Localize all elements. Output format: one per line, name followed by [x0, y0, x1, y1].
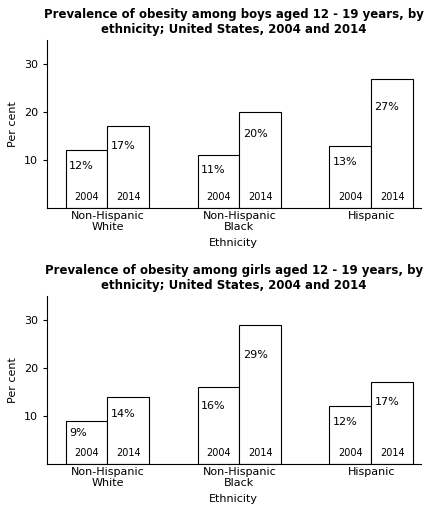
Text: 12%: 12% — [69, 161, 94, 170]
Bar — [198, 387, 239, 464]
Text: 27%: 27% — [375, 102, 399, 112]
Bar — [329, 407, 371, 464]
Text: 17%: 17% — [375, 397, 399, 407]
Text: 14%: 14% — [111, 409, 136, 419]
Text: 16%: 16% — [201, 401, 226, 411]
Bar — [108, 397, 149, 464]
X-axis label: Ethnicity: Ethnicity — [209, 494, 258, 504]
Text: 2004: 2004 — [338, 448, 363, 458]
Bar — [108, 126, 149, 208]
Text: 2004: 2004 — [74, 192, 99, 202]
Title: Prevalence of obesity among boys aged 12 - 19 years, by
ethnicity; United States: Prevalence of obesity among boys aged 12… — [44, 8, 424, 36]
Text: 29%: 29% — [243, 350, 268, 360]
Text: 2014: 2014 — [248, 192, 272, 202]
Text: 17%: 17% — [111, 141, 136, 151]
Text: 2004: 2004 — [206, 192, 231, 202]
Text: 2004: 2004 — [74, 448, 99, 458]
Text: 12%: 12% — [333, 417, 357, 426]
Y-axis label: Per cent: Per cent — [8, 357, 18, 403]
Text: 2014: 2014 — [248, 448, 272, 458]
Text: 2014: 2014 — [380, 192, 405, 202]
Bar — [66, 421, 108, 464]
Title: Prevalence of obesity among girls aged 12 - 19 years, by
ethnicity; United State: Prevalence of obesity among girls aged 1… — [45, 264, 423, 292]
Bar — [198, 155, 239, 208]
Text: 11%: 11% — [201, 164, 226, 175]
Text: 2004: 2004 — [338, 192, 363, 202]
Text: 9%: 9% — [69, 429, 87, 438]
Bar — [371, 382, 413, 464]
Text: 2014: 2014 — [380, 448, 405, 458]
X-axis label: Ethnicity: Ethnicity — [209, 238, 258, 248]
Text: 2014: 2014 — [116, 448, 141, 458]
Bar — [239, 325, 281, 464]
Text: 2014: 2014 — [116, 192, 141, 202]
Bar — [66, 151, 108, 208]
Bar — [329, 145, 371, 208]
Bar — [371, 78, 413, 208]
Text: 20%: 20% — [243, 129, 267, 139]
Text: 13%: 13% — [333, 157, 357, 167]
Bar — [239, 112, 281, 208]
Text: 2004: 2004 — [206, 448, 231, 458]
Y-axis label: Per cent: Per cent — [8, 101, 18, 147]
